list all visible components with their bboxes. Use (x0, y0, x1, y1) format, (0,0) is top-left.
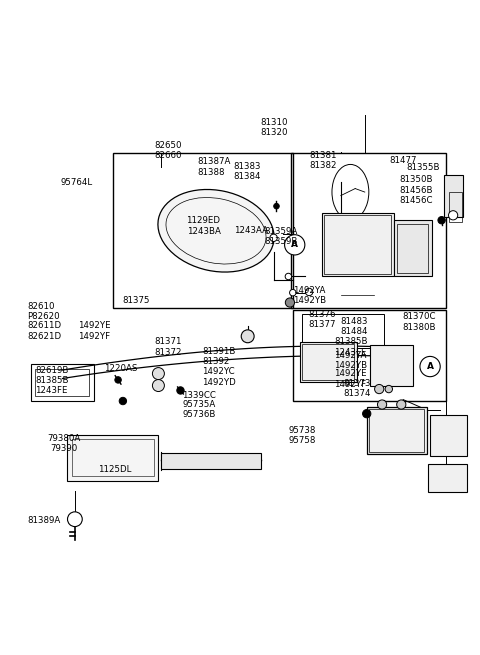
Text: 82610
P82620: 82610 P82620 (27, 302, 60, 321)
Circle shape (119, 398, 127, 405)
Bar (449, 193, 462, 222)
Circle shape (115, 377, 121, 383)
Text: 82611D
82621D: 82611D 82621D (27, 322, 61, 341)
Text: 81376
81377: 81376 81377 (308, 310, 336, 329)
Circle shape (285, 298, 295, 307)
Text: 81310
81320: 81310 81320 (261, 118, 288, 138)
Text: 95738
95758: 95738 95758 (288, 426, 316, 445)
Text: 81370C
81380B: 81370C 81380B (402, 312, 436, 331)
Text: 82650
82660: 82650 82660 (155, 141, 182, 160)
Bar (370, 345, 413, 386)
Bar (324, 215, 391, 274)
Bar (394, 220, 432, 276)
Text: 1492YA
1492YB: 1492YA 1492YB (335, 351, 368, 370)
Text: 81350B
81456B
81456C: 81350B 81456B 81456C (399, 176, 432, 205)
Circle shape (153, 379, 164, 392)
Bar (36, 369, 89, 396)
Circle shape (448, 211, 458, 220)
Text: 1125DL: 1125DL (98, 465, 132, 474)
Bar (444, 176, 463, 217)
Circle shape (305, 288, 313, 295)
Text: 81371
81372: 81371 81372 (155, 337, 182, 356)
Circle shape (270, 234, 277, 242)
Bar (397, 224, 428, 273)
Text: A: A (427, 362, 433, 371)
Circle shape (241, 330, 254, 343)
Circle shape (285, 273, 292, 280)
Text: 81355B: 81355B (407, 162, 440, 172)
Circle shape (420, 356, 440, 377)
Text: 1492YA
1492YB: 1492YA 1492YB (293, 286, 326, 305)
Text: 1129ED: 1129ED (186, 215, 220, 225)
Text: 81373
81374: 81373 81374 (344, 379, 371, 398)
Text: 81477: 81477 (390, 156, 417, 165)
Bar (72, 440, 154, 476)
Text: 1243AA: 1243AA (234, 226, 268, 235)
Text: 81359A
81359B: 81359A 81359B (264, 227, 297, 246)
Bar (67, 435, 158, 481)
Circle shape (374, 384, 384, 394)
Bar (161, 453, 261, 468)
Text: 1492YE
1492YF: 1492YE 1492YF (78, 322, 110, 341)
Text: 79380A
79390: 79380A 79390 (48, 434, 81, 453)
Ellipse shape (158, 189, 274, 272)
Circle shape (153, 367, 164, 379)
Bar (322, 213, 394, 276)
Text: 81385B
1243FE: 81385B 1243FE (335, 337, 368, 356)
Text: 81391B
81392
1492YC
1492YD: 81391B 81392 1492YC 1492YD (202, 346, 236, 386)
Bar (428, 464, 467, 493)
Circle shape (377, 400, 387, 409)
Text: 82619B
81385B
1243FE: 82619B 81385B 1243FE (35, 365, 69, 396)
Circle shape (396, 400, 406, 409)
Text: A: A (291, 240, 298, 250)
Bar (430, 415, 467, 456)
Bar (113, 153, 293, 308)
Circle shape (285, 234, 305, 255)
Text: 81383
81384: 81383 81384 (233, 162, 261, 181)
Circle shape (362, 409, 371, 418)
Bar (293, 310, 446, 401)
Bar (302, 345, 354, 380)
Bar (291, 153, 446, 308)
Circle shape (438, 217, 445, 224)
Text: 1243BA: 1243BA (187, 227, 221, 236)
Bar (302, 314, 384, 348)
Circle shape (177, 387, 184, 394)
Text: 1492YE
1492YF: 1492YE 1492YF (335, 369, 367, 389)
Bar (367, 407, 427, 455)
Bar (31, 364, 94, 401)
Bar (300, 342, 357, 382)
Text: 81375: 81375 (122, 296, 150, 305)
Circle shape (68, 512, 82, 527)
Text: 1220AS: 1220AS (104, 364, 137, 373)
Text: 1339CC: 1339CC (182, 391, 216, 400)
Circle shape (385, 385, 393, 393)
Text: 81483
81484: 81483 81484 (340, 317, 368, 336)
Text: 95764L: 95764L (60, 178, 93, 187)
Text: 95735A
95736B: 95735A 95736B (182, 400, 216, 419)
Bar (370, 409, 424, 452)
Circle shape (274, 204, 279, 209)
Circle shape (289, 290, 296, 296)
Text: 81387A
81388: 81387A 81388 (198, 157, 231, 177)
Text: 81381
81382: 81381 81382 (309, 151, 336, 170)
Text: 81389A: 81389A (27, 515, 60, 525)
